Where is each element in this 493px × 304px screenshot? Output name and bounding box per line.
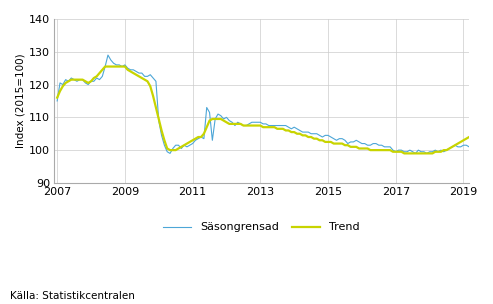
- Y-axis label: Index (2015=100): Index (2015=100): [15, 54, 25, 148]
- Säsongrensad: [110, 61, 116, 65]
- Trend: [54, 96, 60, 99]
- Trend: [249, 124, 255, 127]
- Line: Säsongrensad: Säsongrensad: [57, 55, 493, 154]
- Trend: [102, 65, 108, 68]
- Trend: [110, 65, 116, 68]
- Trend: [232, 122, 238, 126]
- Säsongrensad: [105, 53, 111, 57]
- Säsongrensad: [54, 99, 60, 103]
- Trend: [57, 89, 63, 93]
- Säsongrensad: [252, 120, 258, 124]
- Line: Trend: Trend: [57, 67, 493, 154]
- Trend: [218, 117, 224, 121]
- Legend: Säsongrensad, Trend: Säsongrensad, Trend: [159, 218, 364, 237]
- Säsongrensad: [57, 81, 63, 85]
- Säsongrensad: [235, 120, 241, 124]
- Text: Källa: Statistikcentralen: Källa: Statistikcentralen: [10, 291, 135, 301]
- Säsongrensad: [167, 152, 173, 155]
- Trend: [401, 152, 407, 155]
- Säsongrensad: [221, 117, 227, 121]
